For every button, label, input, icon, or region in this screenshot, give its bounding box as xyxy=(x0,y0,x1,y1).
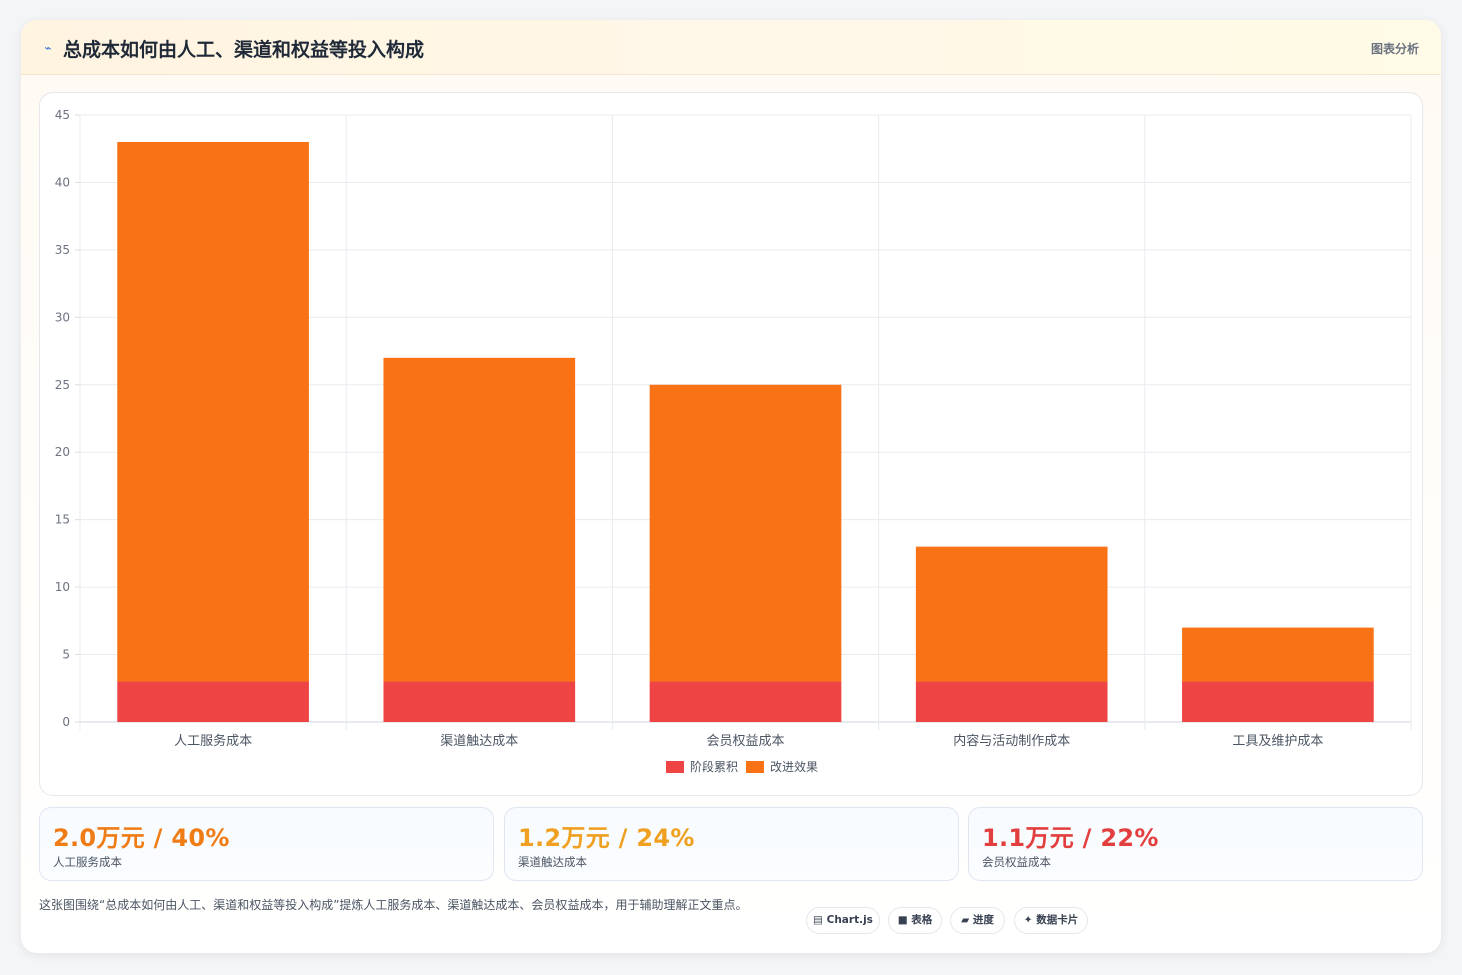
pill-progress[interactable]: ▰ 进度 xyxy=(950,907,1005,934)
y-tick-label: 45 xyxy=(55,108,70,122)
pill-data-card[interactable]: ✦ 数据卡片 xyxy=(1014,907,1088,934)
kpi-value: 1.1万元 / 22% xyxy=(982,824,1159,852)
kpi-value: 1.2万元 / 24% xyxy=(518,824,695,852)
bar-stage-1 xyxy=(383,681,576,722)
x-tick-label: 人工服务成本 xyxy=(174,733,252,749)
bar-improve-1 xyxy=(383,357,576,682)
sparkle-icon: ✦ xyxy=(1023,914,1033,926)
chart-card: ⌁ 总成本如何由人工、渠道和权益等投入构成 图表分析 0 5 10 15 20 25 30 3… xyxy=(21,20,1441,953)
kpi-label: 渠道触达成本 xyxy=(518,855,587,869)
kpi-label: 会员权益成本 xyxy=(982,855,1051,869)
y-tick-label: 20 xyxy=(55,445,70,459)
pill-chartjs[interactable]: ▤ Chart.js xyxy=(806,907,880,934)
footer-note: 这张图围绕“总成本如何由人工、渠道和权益等投入构成”提炼人工服务成本、渠道触达成… xyxy=(39,898,748,912)
bar-stage-0 xyxy=(117,681,309,722)
bar-chart: 0 5 10 15 20 25 30 35 40 45 人工服务成本 渠道触达成本 会员权益成本 内容与活… xyxy=(55,108,1412,774)
y-tick-label: 15 xyxy=(55,513,70,527)
kpi-card-membership: 1.1万元 / 22% 会员权益成本 xyxy=(968,807,1423,881)
kpi-card-channel: 1.2万元 / 24% 渠道触达成本 xyxy=(504,807,959,881)
legend-label: 阶段累积 xyxy=(690,759,738,774)
legend-swatch xyxy=(746,761,764,773)
y-tick-label: 10 xyxy=(55,580,70,594)
bar-improve-2 xyxy=(649,384,842,682)
x-tick-label: 渠道触达成本 xyxy=(440,734,518,749)
pill-label: 进度 xyxy=(972,914,994,926)
bar-stage-4 xyxy=(1182,681,1374,722)
bar-improve-3 xyxy=(915,546,1108,682)
y-tick-label: 0 xyxy=(62,715,70,729)
y-tick-label: 35 xyxy=(55,243,70,257)
pill-label: 表格 xyxy=(911,914,933,926)
y-tick-label: 30 xyxy=(55,310,70,324)
pill-label: 数据卡片 xyxy=(1036,914,1079,926)
x-tick-label: 工具及维护成本 xyxy=(1232,734,1323,749)
y-tick-label: 25 xyxy=(55,378,70,392)
legend-swatch xyxy=(666,761,684,773)
bar-improve-0 xyxy=(117,141,309,682)
y-tick-label: 40 xyxy=(55,175,70,189)
y-tick-label: 5 xyxy=(62,648,70,662)
page-title: 总成本如何由人工、渠道和权益等投入构成 xyxy=(63,39,425,61)
chart-icon: ▤ xyxy=(813,914,823,926)
legend-label: 改进效果 xyxy=(770,759,818,774)
kpi-value: 2.0万元 / 40% xyxy=(53,824,230,852)
x-tick-label: 会员权益成本 xyxy=(706,733,784,749)
progress-icon: ▰ xyxy=(961,914,970,926)
card-header: ⌁ 总成本如何由人工、渠道和权益等投入构成 图表分析 xyxy=(21,20,1441,75)
x-tick-label: 内容与活动制作成本 xyxy=(953,733,1070,749)
bar-stage-3 xyxy=(915,681,1108,722)
chart-panel: 0 5 10 15 20 25 30 35 40 45 人工服务成本 渠道触达成本 会员权益成本 内容与活… xyxy=(39,92,1423,796)
trend-icon: ⌁ xyxy=(44,41,52,55)
pill-table[interactable]: ■ 表格 xyxy=(888,907,942,934)
pill-label: Chart.js xyxy=(826,914,873,926)
bar-stage-2 xyxy=(649,681,842,722)
kpi-label: 人工服务成本 xyxy=(53,855,122,869)
header-tag: 图表分析 xyxy=(1370,42,1419,56)
kpi-card-labor: 2.0万元 / 40% 人工服务成本 xyxy=(39,807,494,881)
bar-improve-4 xyxy=(1182,627,1374,682)
table-icon: ■ xyxy=(897,914,908,926)
